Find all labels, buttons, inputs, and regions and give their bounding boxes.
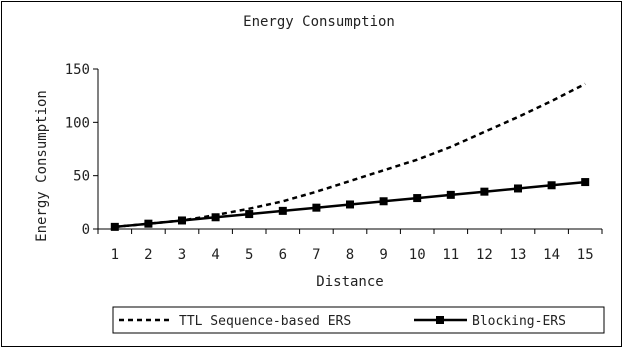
x-tick-label: 5 <box>245 247 253 263</box>
data-point <box>413 194 422 203</box>
data-point <box>312 203 321 212</box>
x-tick-label: 7 <box>312 247 320 263</box>
x-tick-label: 9 <box>379 247 387 263</box>
x-tick-label: 1 <box>111 247 119 263</box>
legend: TTL Sequence-based ERS Blocking-ERS <box>112 306 605 334</box>
x-tick-label: 3 <box>178 247 186 263</box>
x-tick-label: 2 <box>144 247 152 263</box>
series-line-1 <box>114 82 586 229</box>
line-chart: Energy Consumption Energy Consumption Di… <box>34 14 605 334</box>
legend-box <box>112 306 605 334</box>
data-point <box>211 213 220 222</box>
data-point <box>480 187 489 196</box>
legend-label-blocking: Blocking-ERS <box>472 314 566 329</box>
x-tick-label: 13 <box>510 247 527 263</box>
y-tick-label: 100 <box>65 115 90 131</box>
legend-marker-blocking <box>436 316 444 324</box>
data-point <box>110 222 119 231</box>
y-tick-label: 50 <box>73 169 90 185</box>
data-point <box>547 181 556 190</box>
y-ticks: 0 50 100 150 <box>65 62 98 238</box>
data-point <box>581 178 590 187</box>
data-point <box>144 219 153 228</box>
x-tick-label: 6 <box>279 247 287 263</box>
x-ticks: 1 2 3 4 5 6 7 8 9 10 11 12 13 14 15 <box>97 229 603 263</box>
x-tick-label: 14 <box>543 247 560 263</box>
x-tick-label: 4 <box>211 247 219 263</box>
x-axis-label: Distance <box>316 274 383 290</box>
y-tick-label: 0 <box>82 222 90 238</box>
data-point <box>245 210 254 219</box>
data-point <box>346 200 354 209</box>
data-point <box>278 206 287 215</box>
x-tick-label: 12 <box>476 247 493 263</box>
x-tick-label: 10 <box>409 247 426 263</box>
x-tick-label: 8 <box>346 247 354 263</box>
x-tick-label: 11 <box>442 247 459 263</box>
chart-title: Energy Consumption <box>243 14 395 30</box>
legend-label-ttl: TTL Sequence-based ERS <box>179 314 351 329</box>
x-tick-label: 15 <box>577 247 594 263</box>
data-point <box>379 197 388 206</box>
y-axis-label: Energy Consumption <box>34 90 50 242</box>
data-point <box>514 184 522 193</box>
data-point <box>178 216 186 225</box>
y-tick-label: 150 <box>65 62 90 78</box>
plot-area <box>110 82 590 231</box>
data-point <box>446 190 455 199</box>
